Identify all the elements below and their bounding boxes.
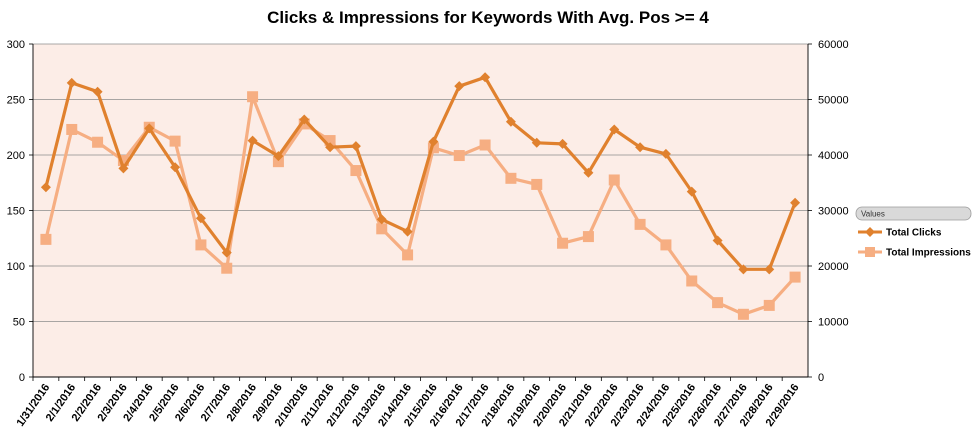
data-point <box>40 233 52 245</box>
data-point <box>376 214 387 225</box>
data-point <box>66 123 78 135</box>
right-axis-tick-label: 60000 <box>818 39 849 51</box>
left-axis: 0 50 100 150 200 250 300 <box>7 39 34 384</box>
data-point <box>531 137 542 148</box>
data-point <box>712 297 724 309</box>
series-layer <box>40 72 801 320</box>
data-point <box>479 139 491 151</box>
data-point <box>427 142 439 154</box>
legend-swatch-marker <box>865 247 875 257</box>
data-point <box>117 155 129 167</box>
data-point <box>557 138 568 149</box>
data-point <box>790 197 801 208</box>
right-axis-tick-label: 20000 <box>818 261 849 273</box>
series-total-clicks <box>40 72 801 275</box>
data-point <box>557 237 569 249</box>
data-point <box>764 264 775 275</box>
data-point <box>402 226 413 237</box>
series-line <box>44 75 797 271</box>
data-point <box>92 86 103 97</box>
data-point <box>582 231 594 243</box>
data-point <box>195 239 207 251</box>
data-point <box>634 218 646 230</box>
data-point <box>608 174 620 186</box>
data-point <box>169 135 181 147</box>
left-axis-tick-label: 50 <box>13 317 25 329</box>
data-point <box>583 167 594 178</box>
data-point <box>376 223 388 235</box>
left-axis-tick-label: 100 <box>7 261 25 273</box>
data-point <box>221 262 233 274</box>
data-point <box>686 275 698 287</box>
data-point <box>247 135 258 146</box>
left-axis-tick-label: 200 <box>7 150 25 162</box>
data-point <box>40 182 51 193</box>
data-point <box>738 264 749 275</box>
data-point <box>66 77 77 88</box>
left-axis-tick-label: 250 <box>7 95 25 107</box>
data-point <box>272 156 284 168</box>
data-point <box>712 235 723 246</box>
data-point <box>737 308 749 320</box>
data-point <box>505 116 516 127</box>
legend-label: Total Clicks <box>886 228 942 239</box>
data-point <box>660 148 671 159</box>
data-point <box>453 150 465 162</box>
right-axis-tick-label: 10000 <box>818 317 849 329</box>
data-point <box>92 136 104 148</box>
legend-label: Total Impressions <box>886 248 971 259</box>
data-point <box>170 162 181 173</box>
data-point <box>350 165 362 177</box>
x-axis: 1/31/20162/1/20162/2/20162/3/20162/4/201… <box>14 376 808 429</box>
data-point <box>325 142 336 153</box>
data-point <box>221 247 232 258</box>
right-axis-tick-label: 50000 <box>818 95 849 107</box>
data-point <box>480 72 491 83</box>
legend-header-box <box>855 206 972 221</box>
data-point <box>195 213 206 224</box>
data-point <box>299 114 310 125</box>
data-point <box>118 163 129 174</box>
data-point <box>350 141 361 152</box>
data-point <box>324 135 336 147</box>
legend-swatch-marker <box>865 227 875 237</box>
data-point <box>454 81 465 92</box>
data-point <box>789 271 801 283</box>
data-point <box>763 299 775 311</box>
data-point <box>609 124 620 135</box>
chart-title: Clicks & Impressions for Keywords With A… <box>267 8 709 27</box>
data-point <box>428 136 439 147</box>
x-axis-tick-label: 1/31/2016 <box>14 382 52 429</box>
data-point <box>247 91 259 103</box>
data-point <box>531 178 543 190</box>
right-axis-tick-label: 40000 <box>818 150 849 162</box>
data-point <box>273 151 284 162</box>
data-point <box>635 142 646 153</box>
left-axis-tick-label: 300 <box>7 39 25 51</box>
legend: Values Total Clicks Total Impressions <box>855 206 972 259</box>
left-axis-tick-label: 0 <box>19 372 25 384</box>
data-point <box>686 186 697 197</box>
data-point <box>660 239 672 251</box>
data-point <box>144 123 155 134</box>
left-axis-tick-label: 150 <box>7 206 25 218</box>
legend-header: Values <box>861 210 885 219</box>
data-point <box>505 172 517 184</box>
right-axis-tick-label: 30000 <box>818 206 849 218</box>
right-axis-tick-label: 0 <box>818 372 824 384</box>
right-axis: 0 10000 20000 30000 40000 50000 60000 <box>807 39 849 384</box>
data-point <box>402 249 414 261</box>
